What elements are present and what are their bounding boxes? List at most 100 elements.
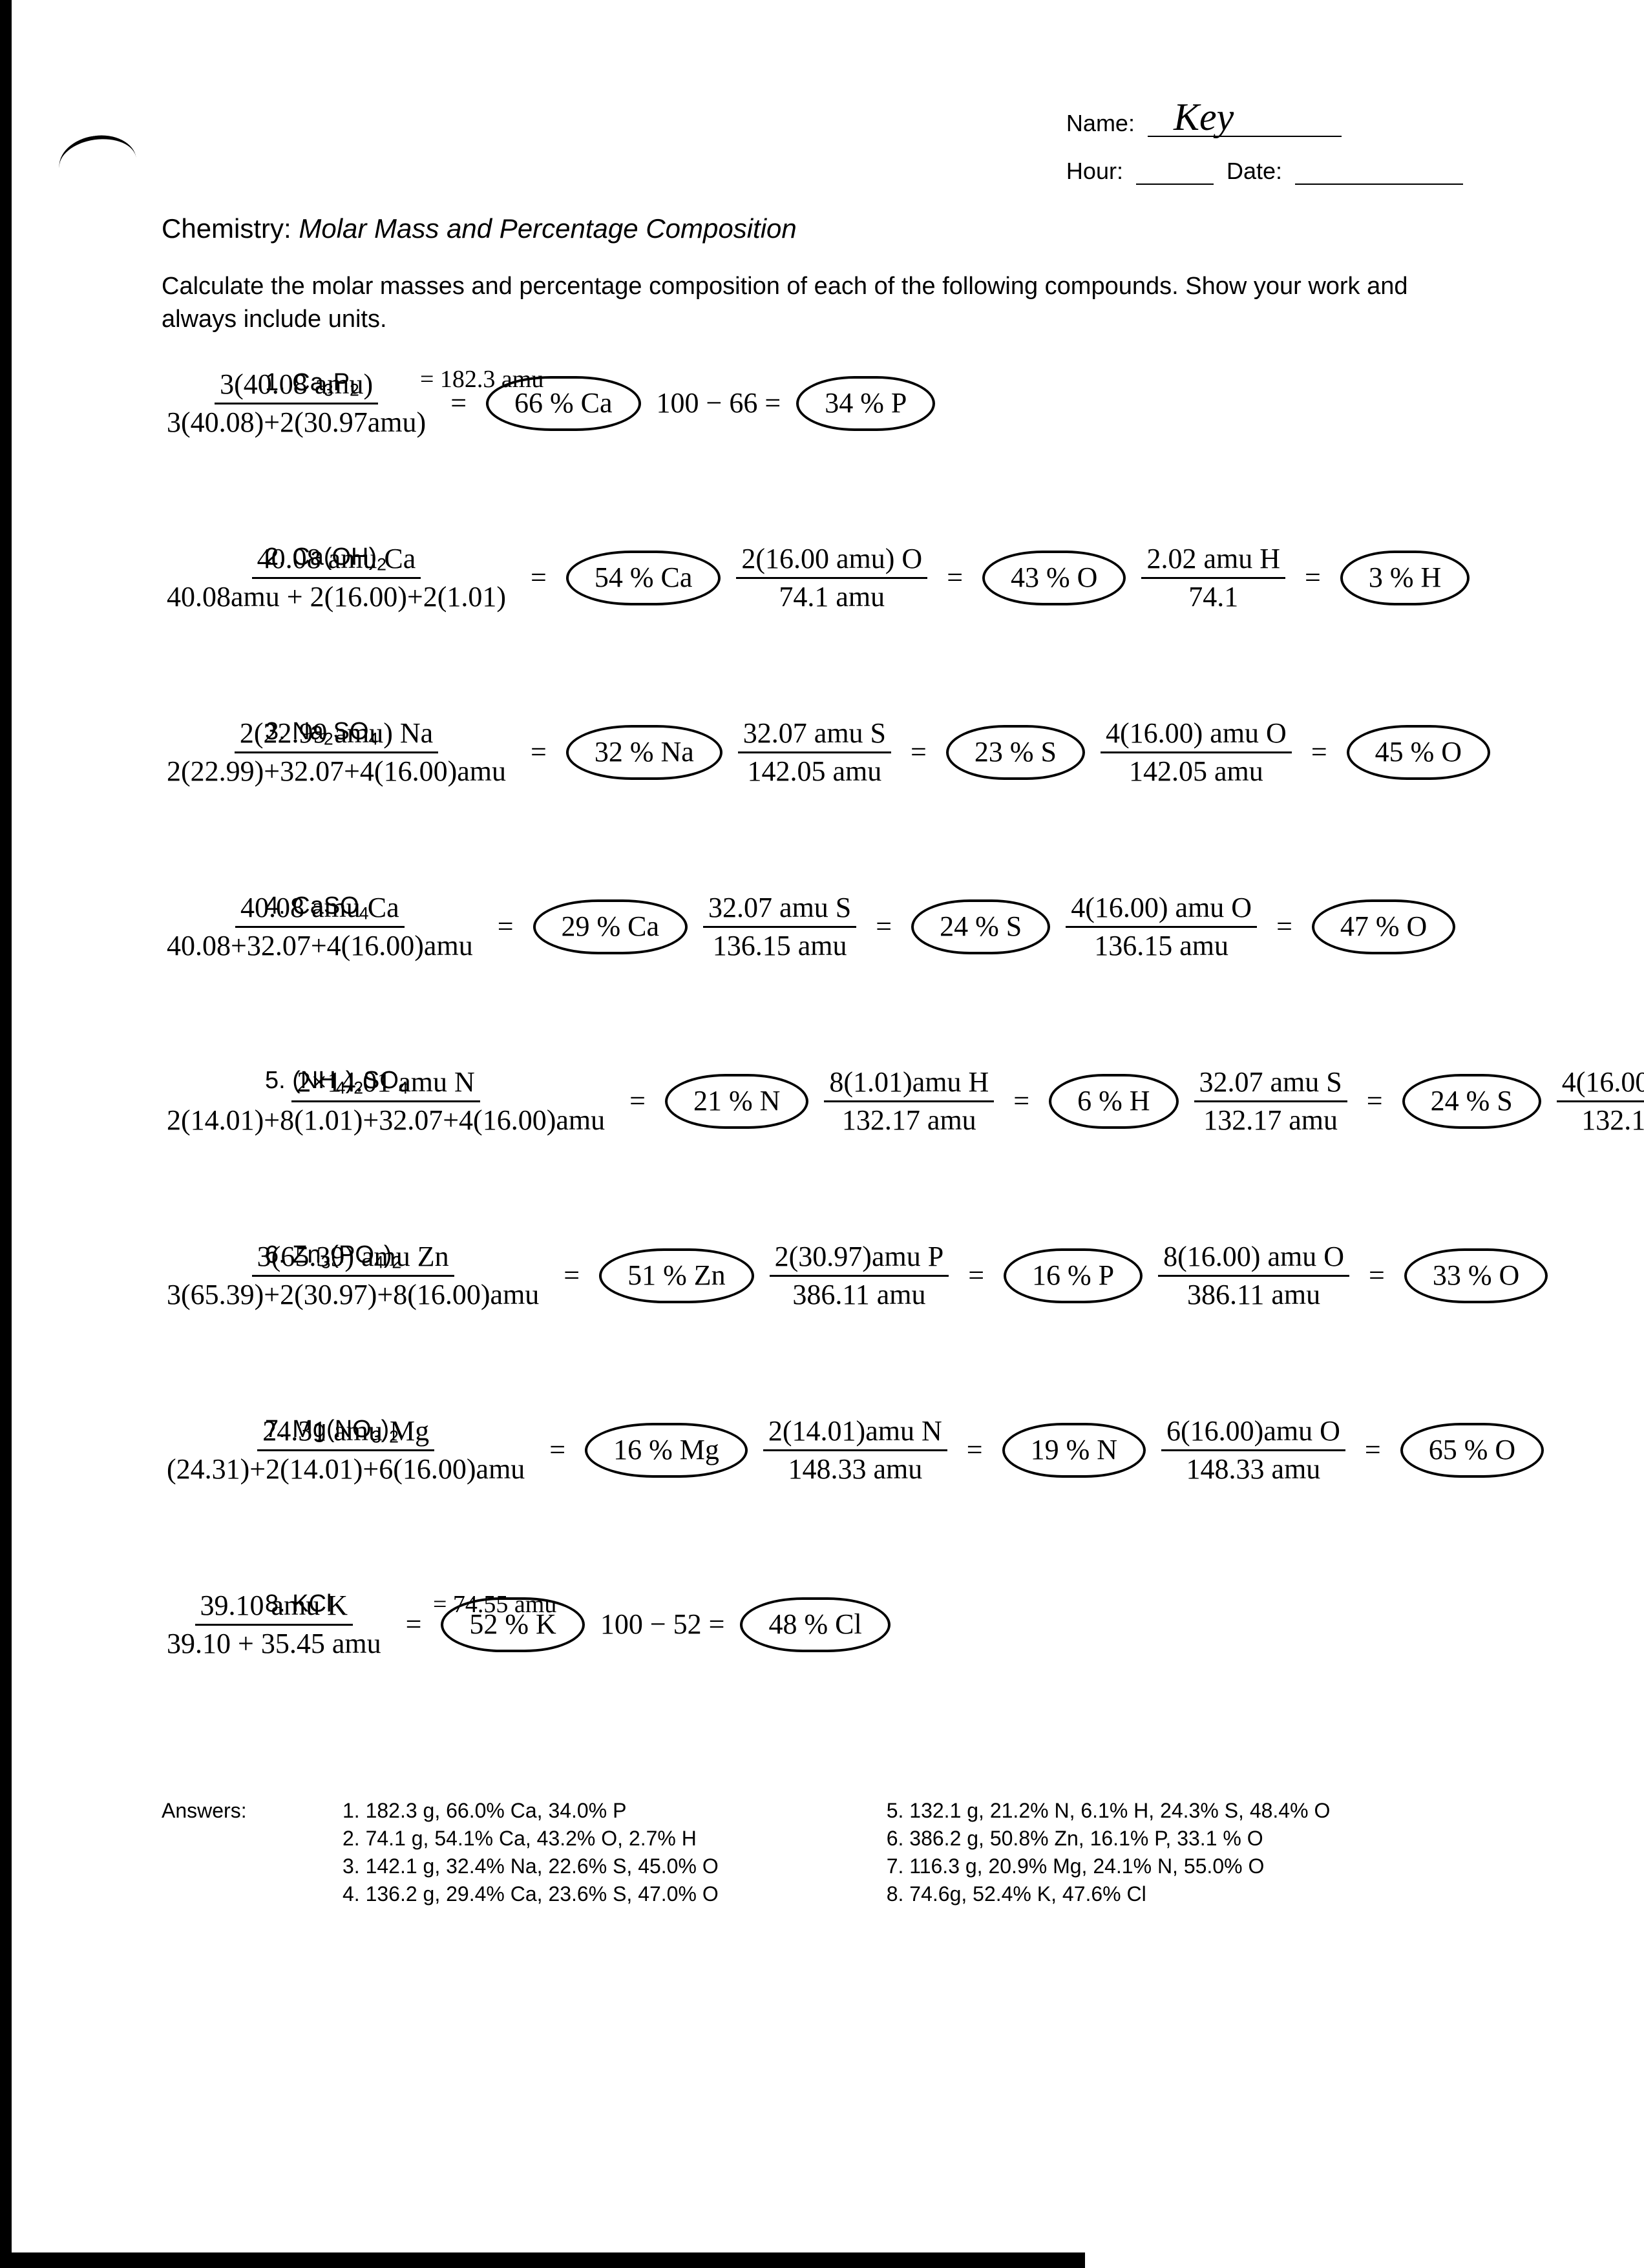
answer-line: 8. 74.6g, 52.4% K, 47.6% Cl bbox=[887, 1882, 1331, 1906]
equals-sign: = bbox=[1361, 1434, 1385, 1465]
name-field[interactable]: Key bbox=[1148, 97, 1342, 137]
answers-col-right: 5. 132.1 g, 21.2% N, 6.1% H, 24.3% S, 48… bbox=[887, 1799, 1331, 1906]
circled-answer: 19 % N bbox=[1002, 1423, 1146, 1477]
fraction: 8(16.00) amu O386.11 amu bbox=[1158, 1241, 1349, 1311]
answers-col-left: 1. 182.3 g, 66.0% Ca, 34.0% P 2. 74.1 g, … bbox=[342, 1799, 719, 1906]
problem-label: 1. Ca3P2 bbox=[265, 369, 359, 401]
fraction: 4(16.00)amu O132.17 amu bbox=[1557, 1067, 1644, 1137]
answers-label: Answers: bbox=[162, 1799, 342, 1906]
fraction: 32.07 amu S136.15 amu bbox=[703, 892, 856, 962]
circled-answer: 24 % S bbox=[911, 899, 1050, 954]
fraction: 32.07 amu S142.05 amu bbox=[738, 718, 891, 788]
circled-answer: 65 % O bbox=[1400, 1423, 1544, 1477]
problem-label: 6. Zn3(PO4)2 bbox=[265, 1241, 401, 1273]
equals-sign: = bbox=[872, 911, 896, 942]
arc-mark bbox=[56, 131, 138, 184]
problem: 8. KCl= 74.55 amu39.10 amu K39.10 + 35.4… bbox=[162, 1590, 1528, 1732]
denominator: 40.08amu + 2(16.00)+2(1.01) bbox=[162, 579, 511, 613]
hour-field[interactable] bbox=[1136, 145, 1214, 185]
equals-sign: = bbox=[545, 1434, 569, 1465]
denominator: 2(22.99)+32.07+4(16.00)amu bbox=[162, 753, 511, 787]
problem: 7. Mg(NO3)224.31 amu Mg(24.31)+2(14.01)+… bbox=[162, 1416, 1528, 1558]
circled-answer: 45 % O bbox=[1347, 725, 1490, 779]
problems-list: 1. Ca3P2= 182.3 amu3(40.08 amu)3(40.08)+… bbox=[162, 369, 1528, 1732]
scan-edge bbox=[0, 0, 12, 2268]
equals-sign: = bbox=[907, 737, 931, 768]
work-text: 100 − 66 = bbox=[657, 388, 781, 419]
circled-answer: 32 % Na bbox=[566, 725, 722, 779]
denominator: 386.11 amu bbox=[787, 1277, 931, 1310]
title-prefix: Chemistry: bbox=[162, 213, 299, 244]
circled-answer: 48 % Cl bbox=[740, 1597, 890, 1652]
numerator: 4(16.00)amu O bbox=[1557, 1067, 1644, 1102]
circled-answer: 43 % O bbox=[982, 551, 1126, 605]
fraction: 32.07 amu S132.17 amu bbox=[1194, 1067, 1347, 1137]
fraction: 2(14.01)amu N148.33 amu bbox=[763, 1416, 947, 1486]
numerator: 4(16.00) amu O bbox=[1101, 718, 1292, 753]
denominator: 3(65.39)+2(30.97)+8(16.00)amu bbox=[162, 1277, 544, 1310]
equals-sign: = bbox=[1307, 737, 1331, 768]
equals-sign: = bbox=[527, 562, 551, 593]
denominator: 136.15 amu bbox=[1089, 928, 1234, 961]
page-title: Chemistry: Molar Mass and Percentage Com… bbox=[162, 213, 1528, 244]
molar-mass-note: = 74.55 amu bbox=[433, 1590, 556, 1619]
denominator: 74.1 bbox=[1183, 579, 1243, 613]
problem: 5. (NH4)2SO42×14.01 amu N2(14.01)+8(1.01… bbox=[162, 1067, 1528, 1209]
answer-line: 5. 132.1 g, 21.2% N, 6.1% H, 24.3% S, 48… bbox=[887, 1799, 1331, 1823]
numerator: 8(1.01)amu H bbox=[824, 1067, 994, 1102]
equals-sign: = bbox=[1272, 911, 1296, 942]
work-text: 100 − 52 = bbox=[600, 1609, 725, 1640]
problem: 3. Na2SO42(22.99 amu) Na2(22.99)+32.07+4… bbox=[162, 718, 1528, 860]
numerator: 8(16.00) amu O bbox=[1158, 1241, 1349, 1277]
title-topic: Molar Mass and Percentage Composition bbox=[299, 213, 796, 244]
equals-sign: = bbox=[963, 1434, 987, 1465]
denominator: 136.15 amu bbox=[708, 928, 852, 961]
denominator: 148.33 amu bbox=[783, 1451, 927, 1485]
circled-answer: 6 % H bbox=[1049, 1074, 1178, 1128]
circled-answer: 21 % N bbox=[665, 1074, 808, 1128]
equals-sign: = bbox=[964, 1260, 988, 1291]
problem-label: 7. Mg(NO3)2 bbox=[265, 1416, 399, 1447]
circled-answer: 54 % Ca bbox=[566, 551, 721, 605]
denominator: 132.17 amu bbox=[1576, 1102, 1644, 1136]
denominator: 2(14.01)+8(1.01)+32.07+4(16.00)amu bbox=[162, 1102, 610, 1136]
answer-line: 7. 116.3 g, 20.9% Mg, 24.1% N, 55.0% O bbox=[887, 1854, 1331, 1878]
equals-sign: = bbox=[494, 911, 518, 942]
equals-sign: = bbox=[1301, 562, 1325, 593]
equals-sign: = bbox=[560, 1260, 584, 1291]
equals-sign: = bbox=[1365, 1260, 1389, 1291]
fraction: 6(16.00)amu O148.33 amu bbox=[1161, 1416, 1345, 1486]
denominator: 74.1 amu bbox=[774, 579, 890, 613]
equals-sign: = bbox=[943, 562, 967, 593]
equals-sign: = bbox=[1009, 1086, 1033, 1117]
problem-label: 2. Ca(OH)2 bbox=[265, 543, 386, 575]
fraction: 4(16.00) amu O142.05 amu bbox=[1101, 718, 1292, 788]
denominator: 132.17 amu bbox=[837, 1102, 982, 1136]
fraction: 2(30.97)amu P386.11 amu bbox=[770, 1241, 949, 1311]
denominator: 142.05 amu bbox=[743, 753, 887, 787]
answer-line: 2. 74.1 g, 54.1% Ca, 43.2% O, 2.7% H bbox=[342, 1827, 719, 1851]
denominator: 39.10 + 35.45 amu bbox=[162, 1626, 386, 1659]
answer-line: 4. 136.2 g, 29.4% Ca, 23.6% S, 47.0% O bbox=[342, 1882, 719, 1906]
denominator: (24.31)+2(14.01)+6(16.00)amu bbox=[162, 1451, 530, 1485]
answer-line: 1. 182.3 g, 66.0% Ca, 34.0% P bbox=[342, 1799, 719, 1823]
denominator: 132.17 amu bbox=[1198, 1102, 1343, 1136]
numerator: 2(16.00 amu) O bbox=[736, 543, 927, 579]
handwritten-work: 3(40.08 amu)3(40.08)+2(30.97amu)=66 % Ca… bbox=[162, 369, 1528, 439]
circled-answer: 23 % S bbox=[946, 725, 1085, 779]
problem-label: 3. Na2SO4 bbox=[265, 718, 378, 750]
name-value: Key bbox=[1174, 95, 1234, 140]
fraction: 4(16.00) amu O136.15 amu bbox=[1066, 892, 1257, 962]
fraction: 8(1.01)amu H132.17 amu bbox=[824, 1067, 994, 1137]
fraction: 2.02 amu H74.1 bbox=[1141, 543, 1285, 613]
equals-sign: = bbox=[527, 737, 551, 768]
name-label: Name: bbox=[1066, 110, 1135, 137]
date-label: Date: bbox=[1227, 158, 1282, 185]
handwritten-work: 39.10 amu K39.10 + 35.45 amu=52 % K100 −… bbox=[162, 1590, 1528, 1660]
denominator: 40.08+32.07+4(16.00)amu bbox=[162, 928, 478, 961]
problem: 1. Ca3P2= 182.3 amu3(40.08 amu)3(40.08)+… bbox=[162, 369, 1528, 511]
answer-line: 6. 386.2 g, 50.8% Zn, 16.1% P, 33.1 % O bbox=[887, 1827, 1331, 1851]
worksheet-page: Name: Key Hour: Date: Chemistry: Molar M… bbox=[0, 0, 1644, 2268]
circled-answer: 51 % Zn bbox=[599, 1248, 754, 1303]
date-field[interactable] bbox=[1295, 145, 1463, 185]
